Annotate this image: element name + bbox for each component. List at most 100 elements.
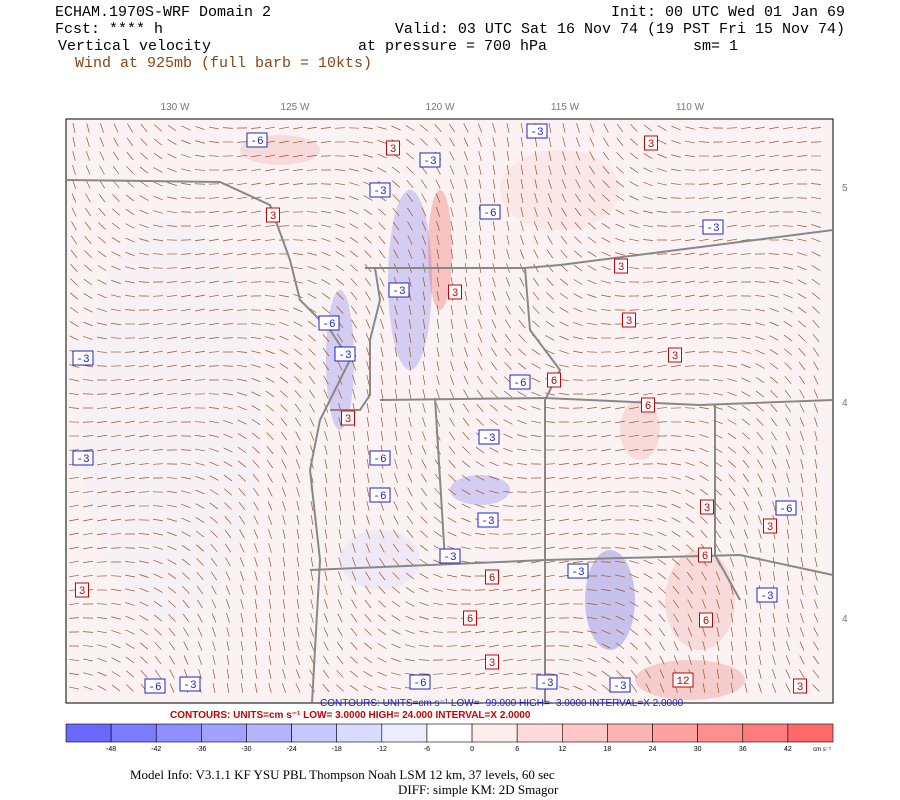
barb	[167, 518, 177, 522]
barb	[83, 293, 93, 299]
barb	[814, 543, 818, 553]
barb	[254, 557, 258, 567]
barb	[800, 529, 804, 539]
barb	[685, 140, 695, 144]
barb	[575, 179, 581, 189]
barb	[520, 165, 524, 175]
contour-label: 3	[704, 503, 711, 515]
barb	[268, 655, 272, 665]
barb	[657, 196, 667, 200]
barb	[110, 337, 122, 339]
barb	[489, 602, 499, 606]
barb	[796, 197, 808, 199]
barb	[489, 630, 499, 634]
barb	[293, 154, 303, 158]
barb	[685, 336, 695, 340]
barb	[488, 589, 500, 591]
barb	[378, 222, 386, 230]
barb	[783, 252, 793, 256]
barb	[97, 671, 107, 677]
barb	[69, 672, 79, 676]
contour-label-box	[536, 674, 558, 690]
barb	[812, 333, 820, 343]
barb	[772, 487, 776, 497]
barb	[111, 616, 121, 620]
barb	[573, 476, 583, 480]
barb	[324, 543, 328, 553]
barb	[294, 389, 302, 399]
barb	[685, 308, 695, 312]
barb	[768, 197, 780, 199]
barb	[670, 435, 682, 437]
barb	[363, 222, 373, 230]
colorbar-tick-label: -18	[332, 746, 342, 753]
barb	[125, 476, 135, 480]
barb	[643, 167, 653, 173]
barb	[575, 165, 581, 175]
barb	[212, 641, 216, 651]
barb	[182, 599, 190, 609]
barb	[741, 224, 751, 228]
barb	[464, 165, 468, 175]
barb	[687, 627, 693, 637]
barb	[338, 431, 342, 441]
barb	[208, 197, 220, 199]
barb	[643, 364, 653, 368]
barb	[659, 683, 665, 693]
smoothing: sm= 1	[693, 38, 738, 55]
barb	[379, 305, 385, 315]
barb	[685, 516, 695, 524]
barb	[449, 403, 455, 413]
barb	[800, 431, 804, 441]
barb	[629, 532, 639, 536]
barb	[656, 407, 668, 409]
barb	[140, 152, 148, 160]
barb	[587, 630, 597, 634]
barb	[266, 459, 274, 469]
barb	[278, 267, 290, 269]
barb	[70, 235, 78, 245]
barb	[629, 614, 639, 622]
barb	[657, 378, 667, 382]
barb	[250, 127, 262, 129]
barb	[279, 335, 289, 341]
barb	[756, 404, 764, 412]
barb	[768, 211, 780, 213]
barb	[797, 238, 807, 242]
barb	[643, 224, 653, 228]
barb	[657, 504, 667, 508]
barb	[700, 516, 708, 524]
barb	[448, 460, 456, 468]
barb	[140, 670, 148, 678]
barb	[223, 294, 233, 298]
barb	[391, 672, 401, 676]
barb	[702, 627, 706, 637]
barb	[351, 361, 357, 371]
barb	[602, 151, 610, 161]
barb	[337, 627, 343, 637]
barb	[699, 475, 709, 481]
barb	[744, 669, 748, 679]
barb	[251, 391, 261, 397]
barb	[715, 543, 721, 553]
barb	[365, 319, 371, 329]
barb	[812, 320, 820, 328]
barb	[796, 141, 808, 143]
barb	[615, 574, 625, 578]
barb	[405, 601, 415, 607]
barb	[503, 476, 513, 480]
barb	[296, 641, 300, 651]
contour-label-box	[75, 582, 89, 598]
barb	[237, 392, 247, 396]
barb	[534, 165, 538, 175]
barb	[519, 277, 525, 287]
barb	[393, 529, 399, 539]
barb	[673, 627, 679, 637]
barb	[96, 547, 108, 549]
barb	[685, 434, 695, 438]
shading	[450, 475, 510, 505]
contour-label-box	[386, 140, 400, 156]
barb	[320, 155, 332, 157]
barb	[744, 613, 748, 623]
contour-label: -6	[373, 454, 386, 466]
